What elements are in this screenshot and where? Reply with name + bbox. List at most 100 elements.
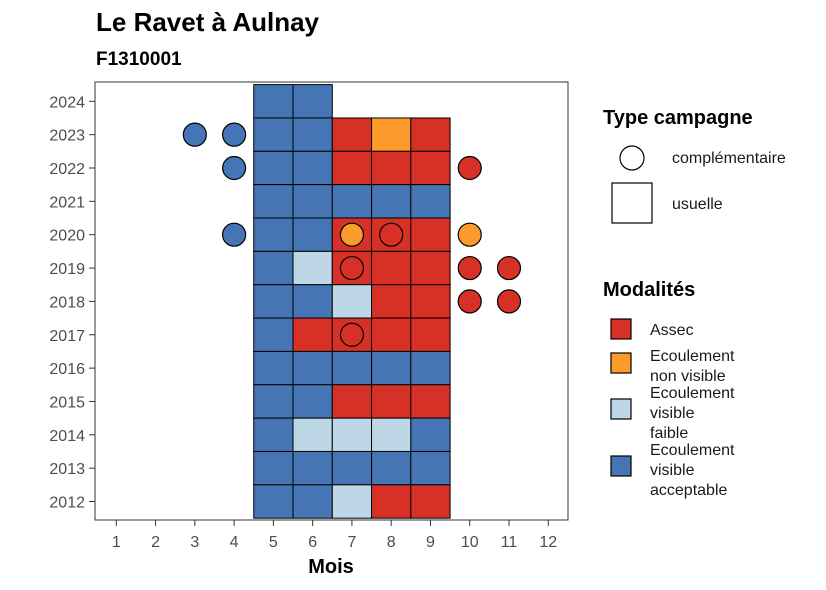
legend-label-usuelle: usuelle <box>672 196 723 213</box>
point-2019-month-7 <box>339 255 365 281</box>
y-tick-label-2016: 2016 <box>49 361 85 378</box>
tile-2012-month-5 <box>253 484 294 519</box>
y-tick-label-2013: 2013 <box>49 461 85 478</box>
x-tick-label-11: 11 <box>501 534 518 551</box>
point-2019-month-11 <box>496 255 522 281</box>
tile-2012-month-6 <box>292 484 333 519</box>
tile-2019-month-8 <box>371 250 412 286</box>
legend-label-acceptable-line-3: acceptable <box>650 482 727 499</box>
tile-2022-month-7 <box>331 150 373 186</box>
x-tick-label-7: 7 <box>347 534 356 551</box>
x-tick-label-5: 5 <box>269 534 278 551</box>
tile-2015-month-5 <box>253 384 294 419</box>
y-tick-label-2022: 2022 <box>49 161 85 178</box>
tile-2023-month-9 <box>410 117 451 152</box>
tile-2016-month-9 <box>410 350 451 386</box>
point-2020-month-8 <box>379 222 404 247</box>
x-tick-label-12: 12 <box>539 534 557 551</box>
legend-label-faible-line-3: faible <box>650 425 688 442</box>
point-2019-month-10 <box>457 255 482 281</box>
y-tick-label-2015: 2015 <box>49 394 85 411</box>
legend-key-acceptable <box>610 455 632 477</box>
y-tick-label-2024: 2024 <box>49 94 85 111</box>
point-2017-month-7 <box>339 322 365 347</box>
tile-2012-month-7 <box>331 484 373 519</box>
legend-label-nonvis-line-2: non visible <box>650 368 726 385</box>
tile-2020-month-9 <box>410 217 451 252</box>
tile-2015-month-9 <box>410 384 451 419</box>
tile-2015-month-7 <box>331 384 373 419</box>
tile-2021-month-5 <box>253 184 294 219</box>
x-tick-label-1: 1 <box>112 534 121 551</box>
point-2023-month-4 <box>222 122 247 147</box>
tile-2012-month-8 <box>371 484 412 519</box>
plot-area <box>182 84 522 519</box>
tile-2022-month-5 <box>253 150 294 186</box>
tile-2023-month-7 <box>331 117 373 152</box>
tile-2020-month-5 <box>253 217 294 252</box>
legend-label-faible-line-2: visible <box>650 405 695 422</box>
y-tick-label-2023: 2023 <box>49 128 85 145</box>
tile-2024-month-6 <box>292 84 333 119</box>
tile-2021-month-7 <box>331 184 373 219</box>
tile-2021-month-6 <box>292 184 333 219</box>
tile-2020-month-6 <box>292 217 333 252</box>
tile-2014-month-9 <box>410 417 451 452</box>
x-tick-label-4: 4 <box>230 534 239 551</box>
tile-2023-month-5 <box>253 117 294 152</box>
tile-2018-month-8 <box>371 284 412 319</box>
point-2022-month-4 <box>222 155 247 181</box>
point-2023-month-3 <box>182 122 207 147</box>
tile-2019-month-6 <box>292 250 333 286</box>
tile-2013-month-5 <box>253 450 294 486</box>
tile-2017-month-8 <box>371 317 412 352</box>
x-axis-title: Mois <box>308 556 354 578</box>
tile-2017-month-9 <box>410 317 451 352</box>
legend-campaign-type-title: Type campagne <box>603 107 753 129</box>
tile-2015-month-6 <box>292 384 333 419</box>
legend-key-nonvis <box>610 352 632 374</box>
x-tick-label-6: 6 <box>308 534 317 551</box>
tile-2016-month-8 <box>371 350 412 386</box>
point-2022-month-10 <box>457 155 482 181</box>
legend-label-assec-line-1: Assec <box>650 322 694 339</box>
legend-key-assec <box>610 318 632 340</box>
point-2018-month-11 <box>496 289 522 314</box>
y-tick-label-2018: 2018 <box>49 294 85 311</box>
x-axis: 1 2 3 4 5 6 7 8 9 10 11 12 <box>112 520 557 551</box>
tile-2018-month-6 <box>292 284 333 319</box>
tile-2014-month-5 <box>253 417 294 452</box>
tile-2021-month-9 <box>410 184 451 219</box>
y-tick-label-2021: 2021 <box>49 194 85 211</box>
tile-2022-month-9 <box>410 150 451 186</box>
legend-key-usuelle-square <box>611 182 653 224</box>
chart-subtitle: F1310001 <box>96 49 182 70</box>
tile-2015-month-8 <box>371 384 412 419</box>
x-tick-label-2: 2 <box>151 534 160 551</box>
legend-modalities-title: Modalités <box>603 279 695 301</box>
point-2020-month-4 <box>222 222 247 247</box>
y-tick-label-2020: 2020 <box>49 228 85 245</box>
legend-campaign-type: Type campagne complémentaire usuelle <box>603 107 786 224</box>
point-2018-month-10 <box>457 289 482 314</box>
tile-2018-month-7 <box>331 284 373 319</box>
y-tick-label-2017: 2017 <box>49 328 85 345</box>
tile-2014-month-7 <box>331 417 373 452</box>
tile-2024-month-5 <box>253 84 294 119</box>
tile-2016-month-7 <box>331 350 373 386</box>
tile-2018-month-9 <box>410 284 451 319</box>
legend-key-faible <box>610 398 632 420</box>
legend-key-complementaire-circle <box>619 145 645 171</box>
tile-2014-month-8 <box>371 417 412 452</box>
tile-2017-month-5 <box>253 317 294 352</box>
tile-2013-month-7 <box>331 450 373 486</box>
tile-2022-month-8 <box>371 150 412 186</box>
x-tick-label-9: 9 <box>426 534 435 551</box>
chart-title: Le Ravet à Aulnay <box>96 7 320 37</box>
tile-2013-month-6 <box>292 450 333 486</box>
legend-label-acceptable-line-1: Ecoulement <box>650 442 735 459</box>
tile-2019-month-5 <box>253 250 294 286</box>
tile-2014-month-6 <box>292 417 333 452</box>
point-2020-month-10 <box>457 222 482 247</box>
y-tick-label-2014: 2014 <box>49 428 85 445</box>
